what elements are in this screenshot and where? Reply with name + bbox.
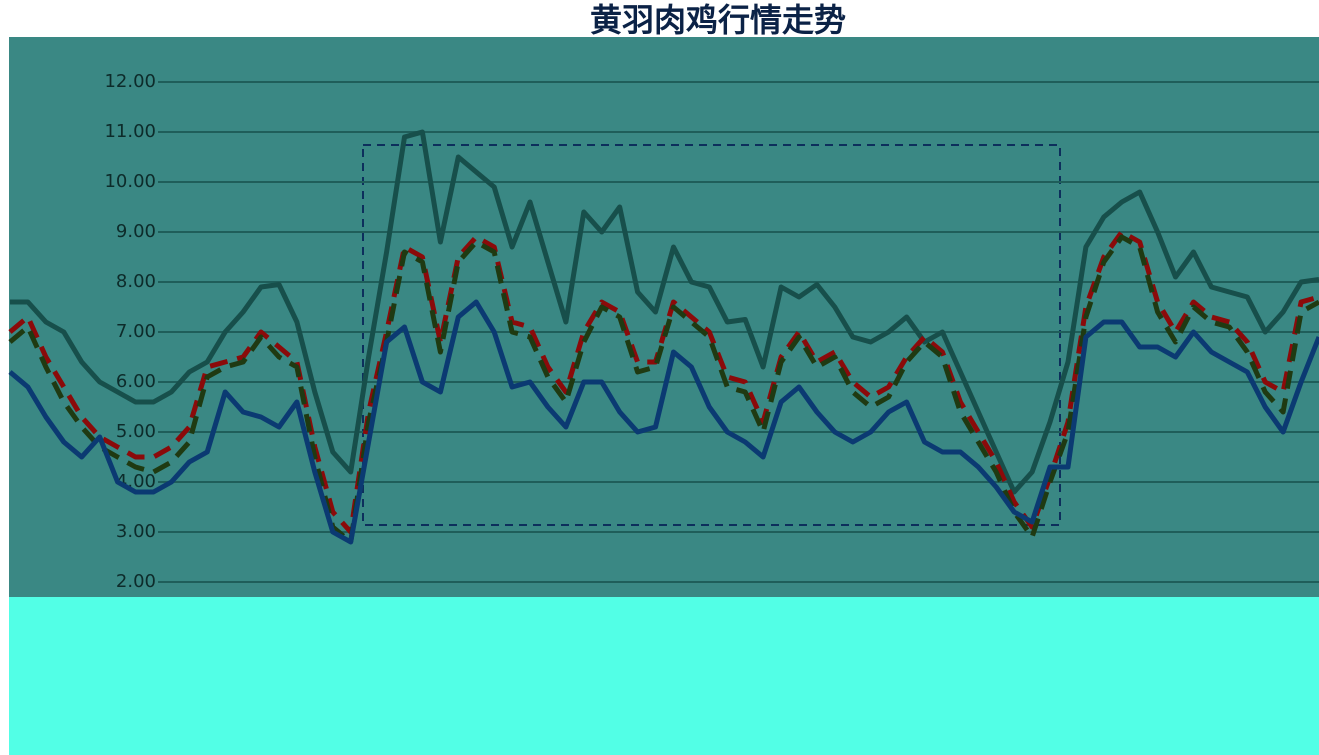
y-tick-label: 3.00 <box>116 521 156 542</box>
highlight-box <box>362 144 1061 526</box>
y-tick-label: 2.00 <box>116 571 156 592</box>
lower-panel <box>9 597 1319 755</box>
y-tick-label: 5.00 <box>116 421 156 442</box>
y-tick-label: 8.00 <box>116 271 156 292</box>
y-tick-label: 10.00 <box>104 171 156 192</box>
y-tick-label: 4.00 <box>116 471 156 492</box>
plot-background <box>9 37 1319 597</box>
y-tick-label: 11.00 <box>104 121 156 142</box>
y-tick-label: 9.00 <box>116 221 156 242</box>
chart-title: 黄羽肉鸡行情走势 <box>590 1 846 39</box>
series-line <box>8 299 1319 545</box>
y-tick-label: 6.00 <box>116 371 156 392</box>
y-tick-label: 7.00 <box>116 321 156 342</box>
y-tick-label: 12.00 <box>104 71 156 92</box>
series-line <box>10 129 1319 495</box>
